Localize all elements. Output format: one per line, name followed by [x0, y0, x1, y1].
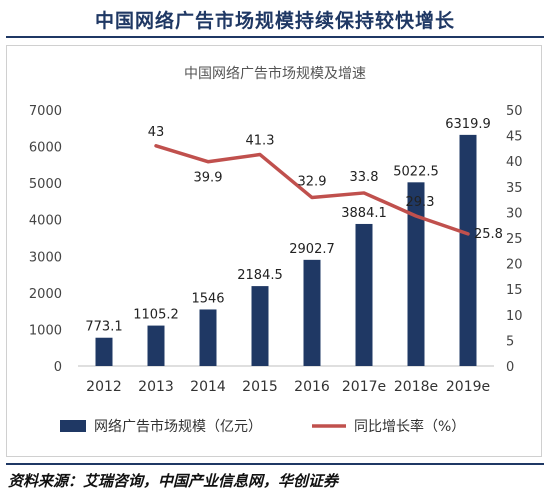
- x-tick-label: 2018e: [394, 379, 438, 395]
- right-tick-label: 10: [506, 309, 523, 324]
- heading-divider: [6, 36, 544, 38]
- right-tick-label: 0: [506, 360, 514, 375]
- x-tick-label: 2016: [294, 379, 330, 395]
- x-tick-label: 2019e: [446, 379, 490, 395]
- bar-value-label: 2184.5: [237, 268, 283, 283]
- chart-frame: [6, 45, 542, 457]
- left-tick-label: 6000: [29, 141, 62, 156]
- bar-value-labels: 773.1 1105.2 1546 2184.5 2902.7 3884.1 5022.5 6…: [85, 117, 490, 335]
- x-tick-label: 2017e: [342, 379, 386, 395]
- source-note: 资料来源：艾瑞咨询，中国产业信息网，华创证券: [8, 472, 339, 490]
- bar: [251, 286, 269, 366]
- bar: [147, 325, 165, 366]
- bar: [407, 182, 425, 366]
- growth-value-label: 43: [148, 125, 165, 140]
- chart-title: 中国网络广告市场规模及增速: [184, 65, 366, 82]
- bar: [199, 309, 217, 366]
- bar: [95, 337, 113, 366]
- left-tick-label: 2000: [29, 287, 62, 302]
- growth-value-label: 25.8: [474, 227, 503, 242]
- x-tick-label: 2013: [138, 379, 174, 395]
- bar: [303, 259, 321, 366]
- bar-value-label: 2902.7: [289, 242, 335, 257]
- page-heading: 中国网络广告市场规模持续保持较快增长: [94, 10, 455, 32]
- growth-value-label: 32.9: [298, 175, 327, 190]
- right-tick-label: 45: [506, 130, 523, 145]
- bar-value-label: 3884.1: [341, 206, 387, 221]
- right-tick-label: 35: [506, 181, 523, 196]
- left-axis: 0 1000 2000 3000 4000 5000 6000 7000: [29, 104, 62, 375]
- bar: [459, 134, 477, 366]
- left-tick-label: 0: [54, 360, 62, 375]
- left-tick-label: 7000: [29, 104, 62, 119]
- bar-value-label: 5022.5: [393, 164, 439, 179]
- x-tick-label: 2015: [242, 379, 278, 395]
- legend-bar-swatch: [60, 420, 86, 432]
- right-axis: 0 5 10 15 20 25 30 35 40 45 50: [506, 104, 523, 375]
- right-tick-label: 40: [506, 155, 523, 170]
- left-tick-label: 3000: [29, 250, 62, 265]
- right-tick-label: 30: [506, 206, 523, 221]
- bar: [355, 223, 373, 366]
- right-tick-label: 15: [506, 283, 523, 298]
- right-tick-label: 20: [506, 258, 523, 273]
- x-axis-labels: 2012 2013 2014 2015 2016 2017e 2018e 2019e: [86, 379, 490, 395]
- bar-value-label: 1105.2: [133, 308, 179, 323]
- right-tick-label: 50: [506, 104, 523, 119]
- growth-value-label: 33.8: [350, 170, 379, 185]
- legend: 网络广告市场规模（亿元） 同比增长率（%）: [60, 418, 465, 435]
- bar-value-label: 773.1: [85, 320, 122, 335]
- bar-value-label: 6319.9: [445, 117, 491, 132]
- x-tick-label: 2014: [190, 379, 226, 395]
- bar-series: [95, 134, 477, 366]
- right-tick-label: 25: [506, 232, 523, 247]
- legend-line-label: 同比增长率（%）: [354, 418, 465, 435]
- growth-value-label: 39.9: [194, 171, 223, 186]
- left-tick-label: 1000: [29, 323, 62, 338]
- right-tick-label: 5: [506, 334, 514, 349]
- growth-line: [154, 144, 470, 236]
- growth-value-label: 29.3: [406, 195, 435, 210]
- source-divider: [6, 463, 544, 465]
- growth-value-label: 41.3: [246, 134, 275, 149]
- left-tick-label: 4000: [29, 214, 62, 229]
- growth-value-labels: 43 39.9 41.3 32.9 33.8 29.3 25.8: [148, 125, 503, 242]
- growth-line-series: [154, 144, 470, 236]
- x-tick-label: 2012: [86, 379, 122, 395]
- legend-bar-label: 网络广告市场规模（亿元）: [94, 418, 262, 435]
- bar-value-label: 1546: [191, 291, 224, 306]
- left-tick-label: 5000: [29, 177, 62, 192]
